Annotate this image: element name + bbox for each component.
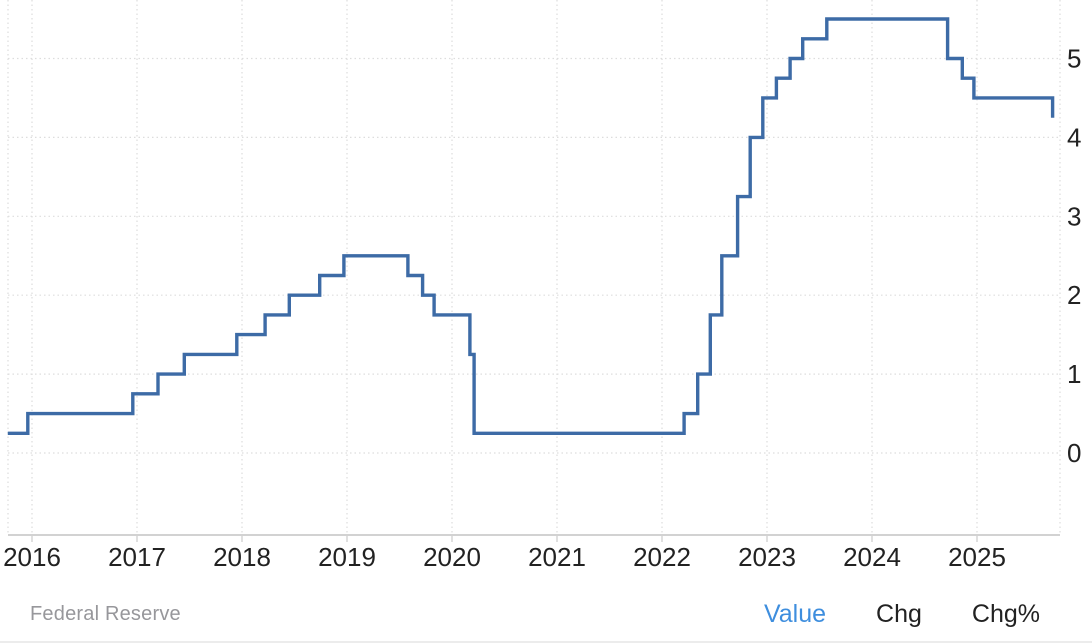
x-tick-label: 2016 (3, 542, 61, 572)
x-tick-label: 2024 (843, 542, 901, 572)
legend-chgpct-toggle[interactable]: Chg% (971, 599, 1040, 628)
chart-footer: Federal Reserve Value Chg Chg% (0, 592, 1092, 636)
rate-step-chart[interactable]: 2016 2017 2018 2019 2020 2021 2022 2023 2024 2025… (0, 0, 1092, 585)
x-tick-label: 2017 (108, 542, 166, 572)
x-tick-label: 2021 (528, 542, 586, 572)
y-tick-label: 4 (1067, 122, 1081, 152)
x-tick-label: 2023 (738, 542, 796, 572)
y-tick-label: 1 (1067, 359, 1081, 389)
legend-row: Value Chg Chg% (764, 600, 1040, 629)
x-tick-label: 2025 (948, 542, 1006, 572)
x-tick-label: 2019 (318, 542, 376, 572)
x-tick-label: 2020 (423, 542, 481, 572)
legend-chg-toggle[interactable]: Chg (876, 599, 922, 628)
y-tick-label: 2 (1067, 280, 1081, 310)
x-tick-label: 2018 (213, 542, 271, 572)
x-tick-label: 2022 (633, 542, 691, 572)
y-tick-label: 3 (1067, 201, 1081, 231)
y-tick-label: 0 (1067, 438, 1081, 468)
rate-step-line[interactable] (7, 17, 1055, 435)
legend-value-toggle[interactable]: Value (763, 599, 827, 628)
y-tick-label: 5 (1067, 44, 1081, 74)
source-label: Federal Reserve (30, 602, 181, 625)
